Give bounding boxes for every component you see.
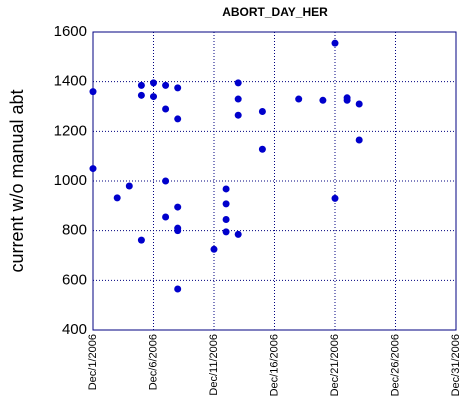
point <box>222 185 230 193</box>
point <box>258 145 266 153</box>
x-tick-label: Dec/6/2006 <box>147 334 159 390</box>
x-tick-label: Dec/1/2006 <box>87 334 99 390</box>
point <box>174 203 182 211</box>
x-tick-label: Dec/11/2006 <box>208 334 220 396</box>
point <box>150 79 157 87</box>
y-tick-label: 1400 <box>54 73 87 90</box>
point <box>258 107 266 115</box>
point <box>162 177 170 185</box>
point <box>125 182 133 190</box>
point <box>222 200 230 208</box>
point <box>331 39 339 47</box>
x-tick-label: Dec/31/2006 <box>450 334 462 396</box>
y-axis-label: current w/o manual abt <box>7 89 27 272</box>
point <box>137 236 145 244</box>
point <box>162 213 170 221</box>
point <box>89 88 97 96</box>
y-tick-label: 400 <box>62 321 87 338</box>
point <box>210 245 218 253</box>
point <box>137 91 145 99</box>
point <box>234 230 242 238</box>
x-tick-label: Dec/16/2006 <box>268 334 280 396</box>
x-tick-label: Dec/21/2006 <box>329 334 341 396</box>
y-tick-label: 800 <box>62 222 87 239</box>
point <box>174 115 182 123</box>
point <box>355 136 363 144</box>
point <box>222 215 230 223</box>
point <box>137 81 145 89</box>
point <box>162 105 170 113</box>
x-tick-label: Dec/26/2006 <box>389 334 401 396</box>
chart-title: ABORT_DAY_HER <box>222 5 328 19</box>
point <box>174 285 182 293</box>
point <box>162 81 170 89</box>
point <box>355 100 363 108</box>
point <box>89 165 97 173</box>
point <box>113 194 121 202</box>
point <box>174 84 182 92</box>
point <box>222 228 230 236</box>
point <box>295 95 303 103</box>
point <box>174 227 182 235</box>
point <box>234 111 242 119</box>
point <box>234 95 242 103</box>
y-tick-label: 1600 <box>54 23 87 40</box>
point <box>319 96 327 104</box>
y-tick-label: 1000 <box>54 172 87 189</box>
point <box>331 194 339 202</box>
point <box>343 96 351 104</box>
y-tick-label: 600 <box>62 271 87 288</box>
point <box>150 93 157 101</box>
y-tick-label: 1200 <box>54 122 87 139</box>
point <box>234 79 242 87</box>
